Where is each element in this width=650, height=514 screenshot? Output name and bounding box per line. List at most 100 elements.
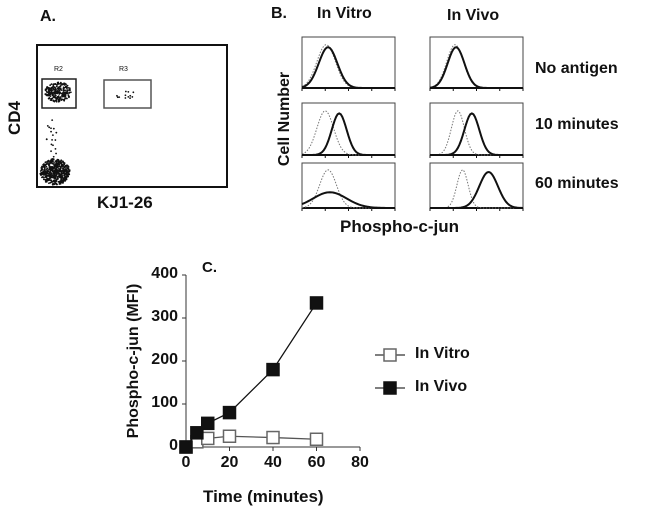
histogram-in-vivo-row-2: [429, 102, 524, 158]
dot: [46, 178, 49, 181]
dot: [57, 88, 60, 91]
dot: [44, 174, 46, 176]
dot: [53, 177, 56, 180]
dot: [66, 84, 69, 87]
data-point: [222, 429, 237, 443]
dot: [127, 95, 130, 98]
dot: [54, 94, 57, 97]
dot: [59, 181, 62, 184]
dot: [59, 82, 61, 85]
histogram-frame: [301, 162, 396, 209]
dot: [40, 172, 43, 175]
dot: [56, 162, 59, 165]
dot: [64, 85, 67, 88]
dot: [50, 130, 52, 133]
dot: [47, 159, 50, 162]
dot: [46, 169, 49, 172]
dot: [41, 167, 44, 169]
panel-c-label: C.: [202, 259, 217, 276]
dot: [59, 161, 62, 164]
dot: [67, 86, 70, 89]
dot: [50, 179, 53, 182]
dot: [60, 99, 63, 102]
panel-b-ylabel: Cell Number: [276, 71, 293, 167]
histogram-control-curve: [430, 169, 523, 209]
dot: [51, 86, 54, 89]
dot: [51, 119, 54, 122]
dot: [53, 169, 56, 172]
dot: [54, 96, 56, 99]
dot: [64, 97, 67, 100]
dot: [57, 166, 59, 169]
dot: [55, 98, 58, 101]
dot: [63, 162, 66, 164]
dot: [47, 163, 50, 166]
dot: [66, 171, 69, 174]
dot: [50, 92, 53, 95]
dot: [48, 174, 51, 177]
dot: [61, 175, 64, 177]
dot: [131, 96, 134, 98]
dot: [56, 81, 59, 84]
dot: [68, 170, 71, 173]
histogram-in-vivo-row-1: [429, 36, 524, 91]
dot: [53, 183, 56, 186]
y-tick-label: 0: [169, 437, 178, 454]
dot: [51, 138, 53, 141]
panel-b-xlabel: Phospho-c-jun: [340, 217, 459, 236]
dot: [52, 179, 55, 182]
dot: [59, 96, 62, 98]
dot: [56, 158, 59, 161]
dot: [55, 100, 58, 103]
dot: [46, 124, 49, 127]
y-tick-label: 300: [151, 308, 178, 325]
histogram-in-vivo-row-3: [429, 162, 524, 211]
dot: [54, 171, 56, 174]
histogram-stimulated-curve: [301, 46, 395, 89]
histogram-in-vitro-row-2: [301, 102, 396, 158]
dot: [52, 144, 54, 147]
dot: [43, 166, 46, 169]
dot: [57, 90, 60, 93]
row-60-minutes: 60 minutes: [535, 175, 619, 192]
dot: [52, 94, 54, 97]
dot: [48, 182, 50, 185]
dot: [55, 182, 58, 185]
legend-in-vitro: In Vitro: [415, 345, 470, 362]
dot: [49, 84, 52, 87]
dot: [58, 167, 60, 170]
legend-marker: [383, 381, 397, 395]
gate-label-r2: R2: [54, 66, 63, 73]
dot: [50, 127, 52, 130]
dot: [58, 98, 61, 101]
dot: [66, 164, 69, 167]
dot: [49, 95, 52, 98]
dot: [50, 83, 53, 86]
dot: [51, 134, 54, 137]
dot: [52, 172, 55, 175]
histogram-control-curve: [301, 44, 395, 89]
dot: [48, 171, 51, 174]
dot: [45, 161, 47, 164]
dot: [57, 160, 60, 163]
dot: [47, 94, 50, 97]
dot: [42, 173, 45, 176]
dot: [51, 169, 54, 172]
data-point: [266, 362, 280, 377]
dot: [52, 99, 55, 102]
histogram-stimulated-curve: [302, 112, 395, 156]
dot: [60, 179, 63, 182]
dot: [55, 166, 57, 168]
dot: [66, 175, 69, 177]
dot: [61, 83, 64, 85]
dot: [43, 176, 45, 179]
histogram-in-vitro-row-3: [301, 162, 396, 211]
dot: [67, 94, 70, 97]
dot: [44, 164, 47, 167]
dot: [61, 164, 64, 167]
dot: [50, 169, 52, 171]
dot: [47, 91, 50, 94]
x-tick-label: 60: [307, 454, 326, 471]
data-point: [201, 416, 215, 431]
dot: [52, 83, 55, 86]
